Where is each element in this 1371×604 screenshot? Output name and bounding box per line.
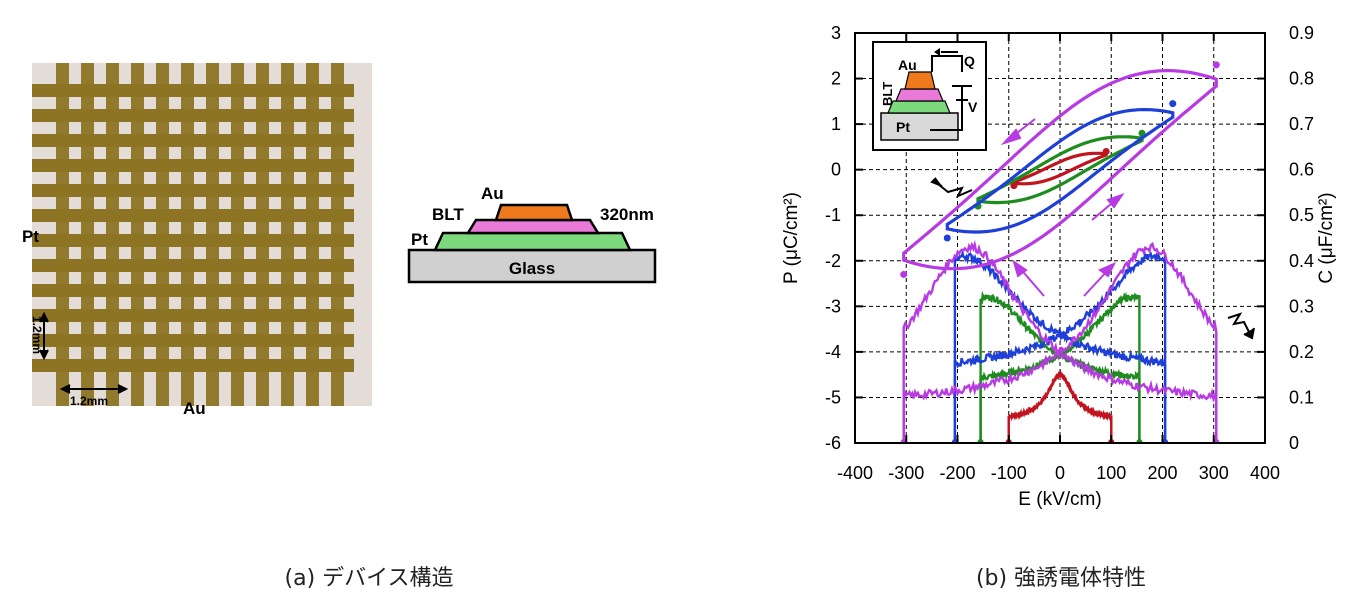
hysteresis-loop [902, 69, 1218, 271]
y-tick-label: -4 [825, 342, 841, 362]
hysteresis-tip-marker [1102, 147, 1110, 155]
inset-circuit: Au BLT Q V Pt [872, 41, 987, 151]
hysteresis-tip-marker [1212, 61, 1220, 69]
x-tick-label: 0 [1055, 463, 1065, 483]
y2-tick-label: 0.5 [1289, 205, 1314, 225]
y2-tick-label: 0.1 [1289, 387, 1314, 407]
x-tick-label: 200 [1147, 463, 1177, 483]
dimension-horizontal [59, 384, 129, 394]
stack-thickness-label: 320nm [600, 205, 654, 224]
x-axis-label: E (kV/cm) [1018, 489, 1101, 510]
au-bar [281, 63, 294, 406]
caption-b: (b) 強誘電体特性 [976, 566, 1146, 591]
y2-tick-label: 0 [1289, 433, 1299, 453]
au-layer [494, 203, 574, 222]
y-tick-label: -3 [825, 296, 841, 316]
pt-label: Pt [22, 227, 39, 246]
x-tick-label: 400 [1250, 463, 1280, 483]
hysteresis-loop [976, 135, 1144, 205]
glass-layer [407, 248, 657, 284]
y-tick-label: -6 [825, 433, 841, 453]
stack-glass-label: Glass [509, 259, 555, 278]
inset-au-label: Au [898, 57, 917, 73]
au-bar [156, 63, 169, 406]
capacitance-curve [953, 251, 1167, 443]
y2-tick-label: 0.9 [1289, 23, 1314, 43]
y-tick-label: -5 [825, 387, 841, 407]
blt-layer [465, 218, 601, 235]
au-bar [306, 63, 319, 406]
y-tick-label: 1 [831, 114, 841, 134]
au-bar [56, 63, 69, 406]
stack-pt-label: Pt [411, 230, 428, 249]
inset-blt-label: BLT [880, 82, 895, 106]
inset-q-label: Q [964, 53, 975, 69]
x-tick-label: 100 [1096, 463, 1126, 483]
y-tick-label: -2 [825, 251, 841, 271]
y2-tick-label: 0.8 [1289, 69, 1314, 89]
hysteresis-tip-marker [900, 270, 908, 278]
y-tick-label: 3 [831, 23, 841, 43]
capacitance-curve [902, 241, 1218, 443]
hysteresis-tip-marker [1169, 100, 1177, 108]
chart-ticks [854, 32, 1266, 444]
dimension-vertical-label: 1.2mm [30, 316, 44, 354]
au-bar [181, 63, 194, 406]
direction-arrows [1000, 118, 1125, 297]
capacitance-curve [953, 249, 1167, 443]
au-bar [331, 63, 344, 406]
y2-tick-label: 0.6 [1289, 160, 1314, 180]
capacitance-curve [1007, 370, 1113, 443]
inset-v-label: V [968, 99, 978, 115]
y2-tick-label: 0.7 [1289, 114, 1314, 134]
x-tick-label: -400 [837, 463, 873, 483]
axis-pointer-right-icon [1227, 312, 1255, 340]
x-tick-label: 300 [1199, 463, 1229, 483]
y-axis-label: P (μC/cm²) [781, 192, 802, 284]
x-tick-label: -300 [888, 463, 924, 483]
y-tick-label: 0 [831, 160, 841, 180]
au-bar [81, 63, 94, 406]
y2-tick-label: 0.2 [1289, 342, 1314, 362]
chart-curves [900, 61, 1220, 443]
au-electrode-bars [56, 63, 344, 406]
hysteresis-tip-marker [1010, 182, 1018, 190]
layer-stack-diagram [407, 203, 657, 284]
stack-blt-label: BLT [432, 205, 464, 224]
dimension-vertical [39, 311, 49, 361]
y-tick-label: 2 [831, 69, 841, 89]
pt-layer [433, 231, 632, 252]
y-tick-label: -1 [825, 205, 841, 225]
dimension-horizontal-label: 1.2mm [70, 394, 108, 408]
x-tick-label: -200 [939, 463, 975, 483]
hysteresis-loop [945, 108, 1175, 234]
device-photo [32, 63, 372, 406]
y2-axis-label: C (μF/cm²) [1316, 192, 1337, 283]
caption-a: (a) デバイス構造 [285, 566, 454, 591]
au-bar [106, 63, 119, 406]
au-bar [231, 63, 244, 406]
au-bar [206, 63, 219, 406]
stack-au-label: Au [481, 184, 504, 203]
au-label: Au [183, 399, 206, 418]
hysteresis-tip-marker [943, 234, 951, 242]
y2-tick-label: 0.3 [1289, 296, 1314, 316]
chart-tick-labels: -400 -300 -200 -100 0 100 200 300 400-6-5-4-3-2-… [825, 23, 1314, 483]
au-bar [131, 63, 144, 406]
au-bar [256, 63, 269, 406]
y2-tick-label: 0.4 [1289, 251, 1314, 271]
x-tick-label: -100 [991, 463, 1027, 483]
axis-pointer-left-icon [930, 177, 973, 198]
inset-pt-label: Pt [896, 119, 910, 135]
